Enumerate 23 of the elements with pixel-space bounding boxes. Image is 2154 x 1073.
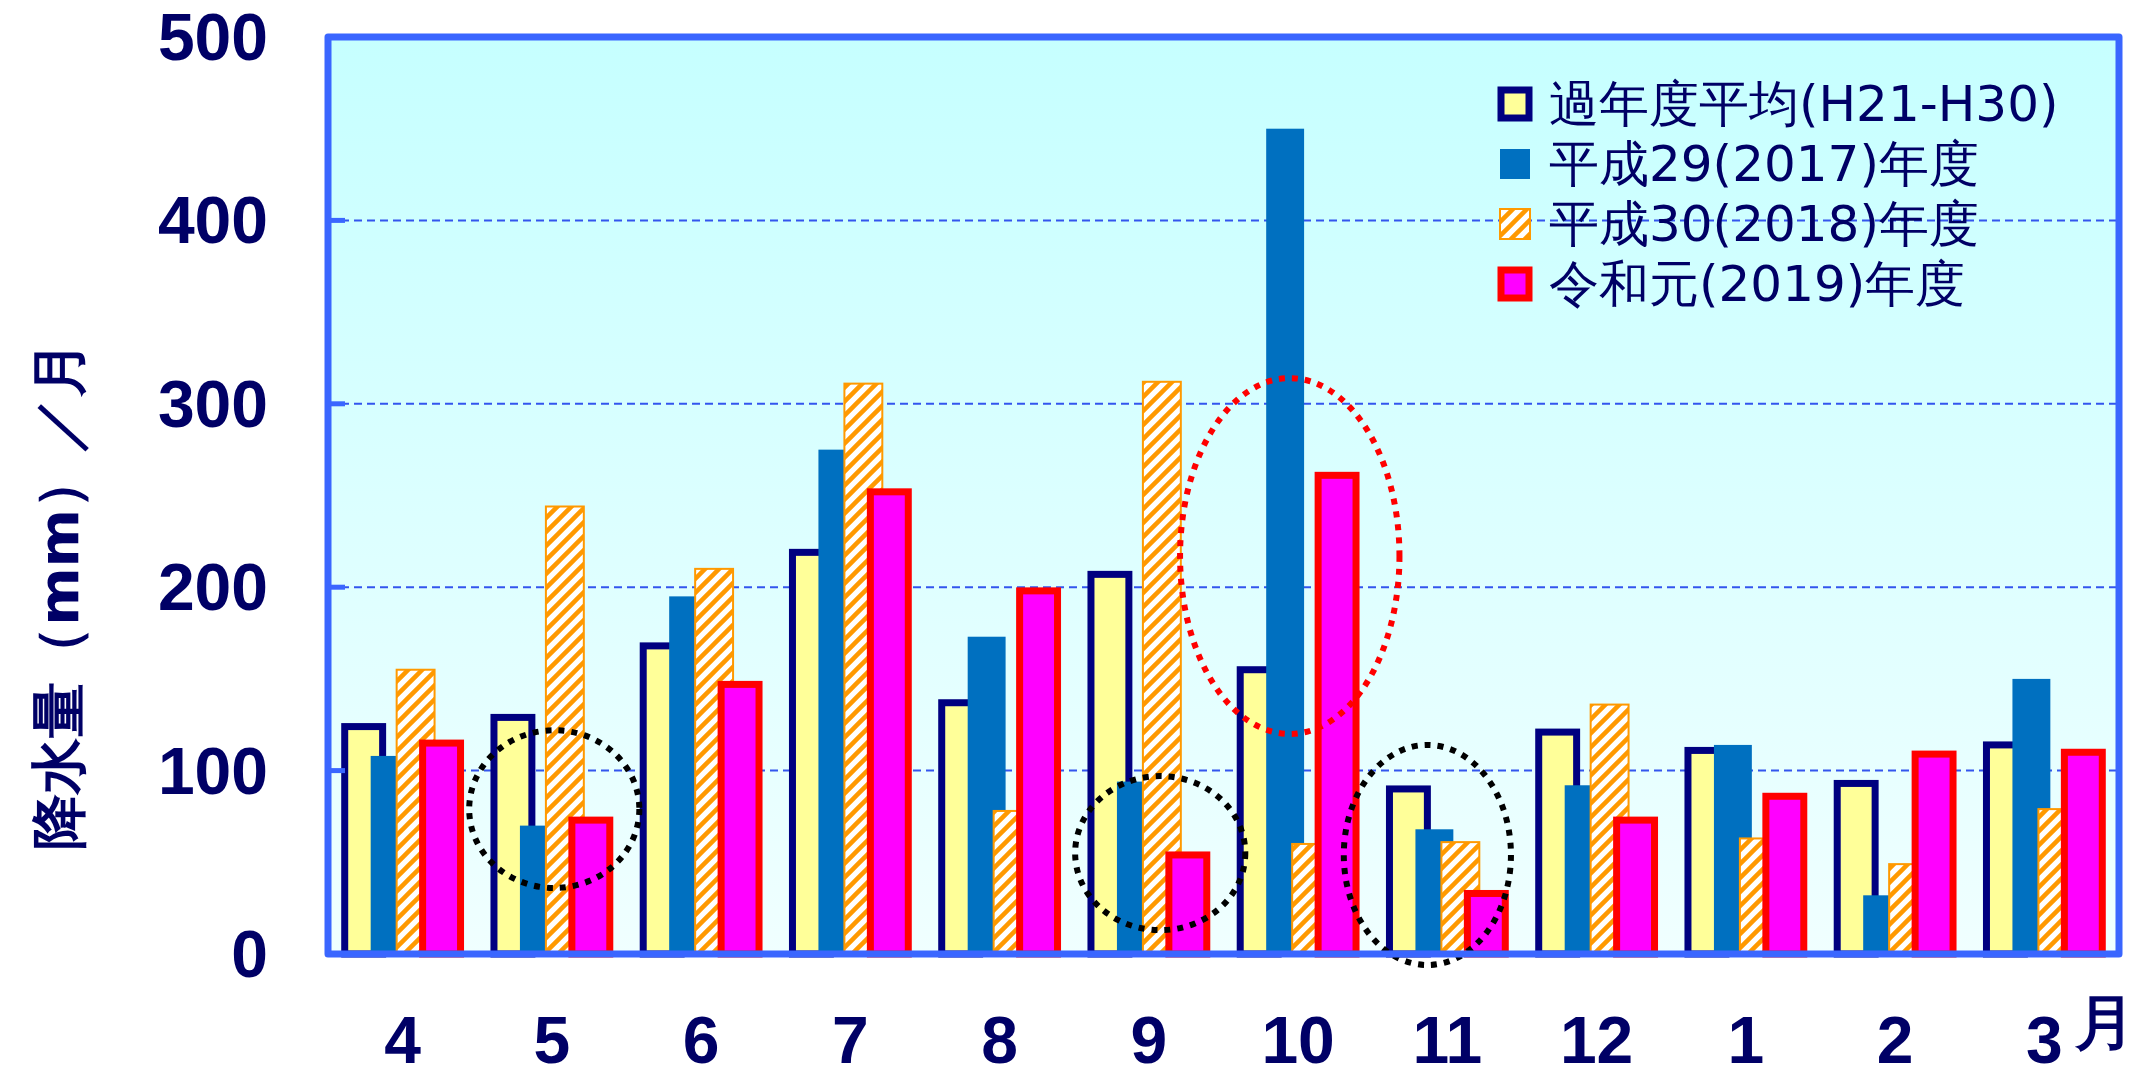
y-axis-title: 降水量（mm）／月 — [25, 341, 91, 850]
y-tick-label: 0 — [231, 917, 268, 991]
y-tick-label: 400 — [157, 183, 268, 258]
x-tick-label: 10 — [1261, 1003, 1335, 1073]
x-tick-label: 6 — [682, 1003, 720, 1073]
y-tick-label: 100 — [157, 733, 268, 808]
y-tick-label: 500 — [157, 0, 268, 74]
x-tick-label: 4 — [384, 1003, 422, 1073]
x-tick-label: 9 — [1130, 1003, 1168, 1073]
legend-label: 平成29(2017)年度 — [1549, 135, 1979, 193]
y-tick-label: 300 — [157, 366, 268, 441]
x-tick-label: 12 — [1559, 1003, 1634, 1073]
x-tick-label: 1 — [1727, 1003, 1765, 1073]
legend-label: 令和元(2019)年度 — [1549, 255, 1966, 313]
x-tick-label: 8 — [981, 1003, 1018, 1073]
x-tick-label: 2 — [1876, 1003, 1914, 1073]
x-axis-title: 月 — [2074, 987, 2135, 1057]
x-tick-label: 5 — [533, 1003, 571, 1073]
y-tick-label: 200 — [157, 550, 268, 625]
x-tick-label: 11 — [1412, 1003, 1483, 1073]
x-tick-label: 7 — [832, 1003, 869, 1073]
x-tick-label: 3 — [2026, 1003, 2063, 1073]
legend-label: 過年度平均(H21-H30) — [1549, 75, 2059, 133]
